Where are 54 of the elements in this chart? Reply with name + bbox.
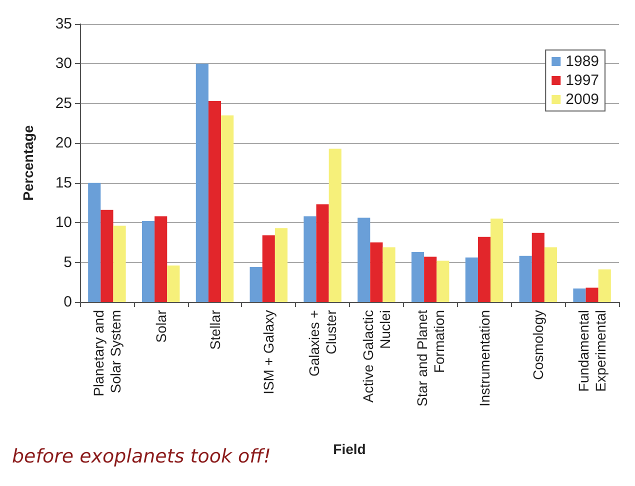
bar [490,218,504,302]
bar [478,236,491,302]
bar [196,64,208,302]
y-tick-label: 20 [55,134,72,152]
bar [532,232,544,302]
y-tick-label: 30 [55,55,72,72]
bar [436,260,450,302]
bar [167,265,180,302]
bar [88,182,101,302]
x-tick-label: ISM + Galaxy [260,310,277,394]
x-axis-title: Field [333,441,366,457]
y-tick-label: 25 [55,94,72,112]
x-tick-label: Cosmology [530,310,546,380]
bar [411,252,424,302]
bar [250,267,262,302]
x-tick-label: Fundamental Experimental [576,310,609,392]
x-tick-label: Galaxies + Cluster [306,310,340,377]
text: before exoplanets took off! [12,446,271,468]
x-tick-label: Stellar [206,310,223,350]
bar [262,235,275,302]
bar [465,258,478,302]
bar [586,288,598,302]
bar [519,256,532,302]
y-tick-label: 0 [64,294,72,310]
x-tick-label: Solar [152,310,169,343]
bar [573,288,586,302]
x-tick-label: Planetary and Solar System [90,310,124,396]
bar [154,216,168,302]
bar [274,228,288,302]
bar [208,101,222,302]
bar [370,242,383,302]
x-tick-label: Star and Planet Formation [414,310,447,407]
bar [544,247,558,302]
bar [100,210,114,302]
legend-label: 1989 [566,53,600,70]
bar [328,148,342,302]
y-tick-label: 5 [64,254,72,271]
y-tick-label: 35 [55,16,72,32]
bar [316,204,329,302]
y-tick-label: 15 [55,174,72,192]
legend-label: 1997 [566,72,600,89]
bar [382,247,396,302]
bar [424,256,437,302]
y-axis-title: Percentage [20,125,36,201]
y-tick-label: 10 [55,214,72,232]
legend-label: 2009 [566,91,600,108]
x-tick-label: Active Galactic Nuclei [360,310,393,403]
bar [598,269,611,302]
bar [221,115,234,302]
bar [113,226,126,302]
x-tick-label: Instrumentation [476,310,492,406]
bar [142,220,155,302]
bar [358,218,370,302]
bar [304,216,316,302]
